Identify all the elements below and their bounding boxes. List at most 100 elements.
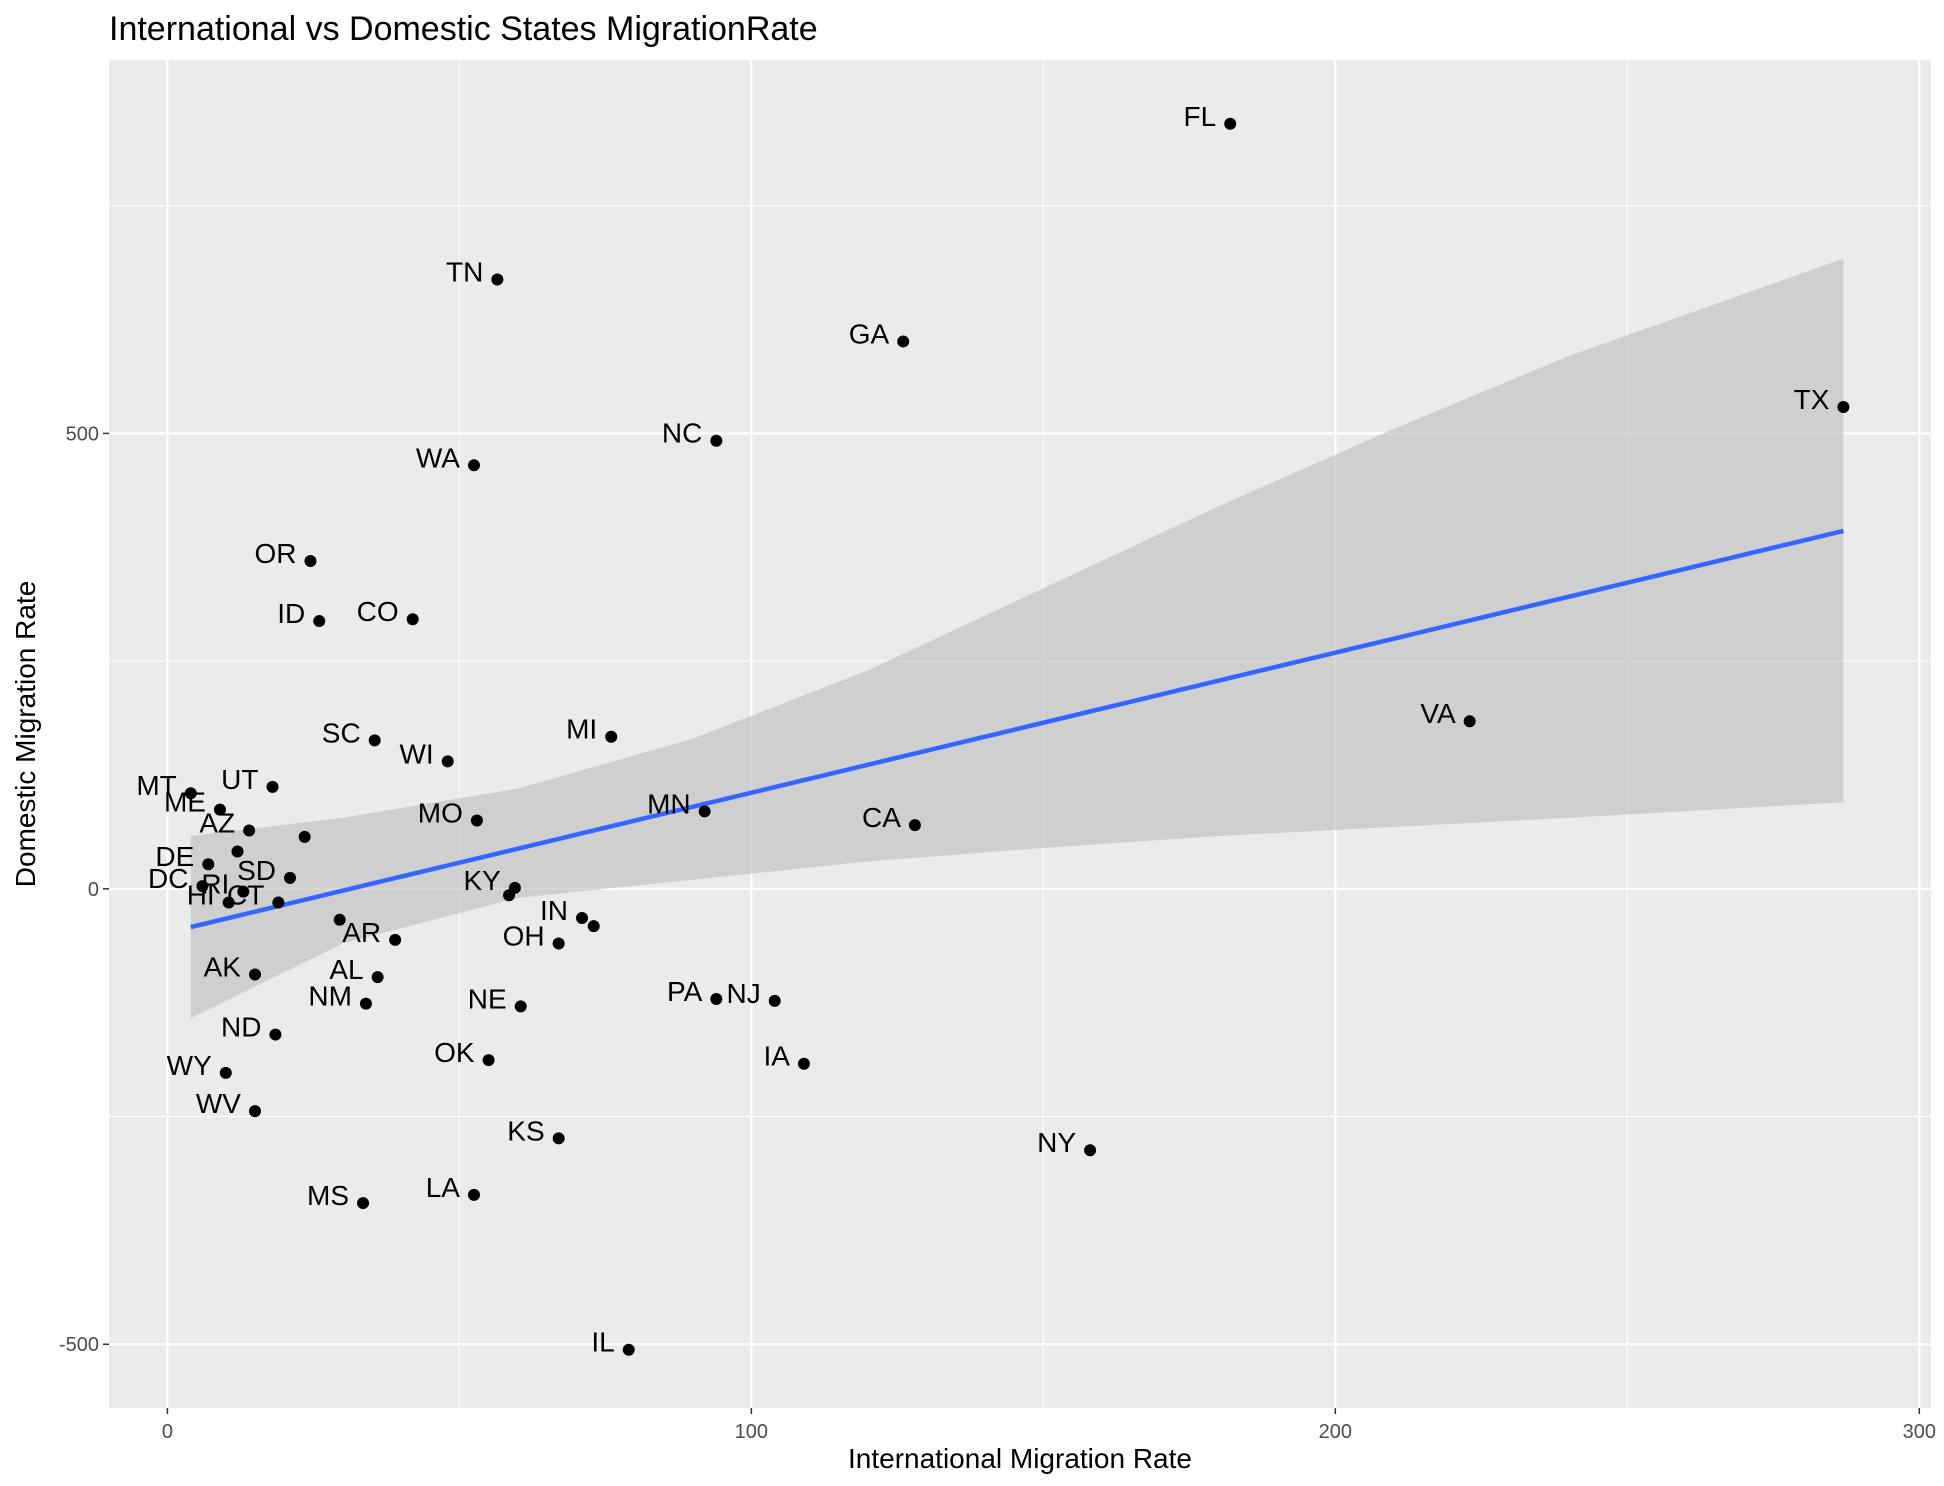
data-point bbox=[313, 615, 326, 628]
trend-line-layer bbox=[190, 528, 1844, 930]
data-point bbox=[605, 730, 618, 743]
point-label: LA bbox=[426, 1172, 461, 1203]
point-label: OH bbox=[503, 920, 545, 951]
data-point bbox=[552, 1132, 565, 1145]
point-label: MS bbox=[307, 1180, 349, 1211]
y-tick-label: 0 bbox=[88, 879, 99, 901]
data-point bbox=[710, 993, 723, 1006]
point-label: SC bbox=[322, 717, 361, 748]
point-label: MO bbox=[418, 798, 463, 829]
x-tick-label: 100 bbox=[735, 1421, 768, 1443]
point-label: MN bbox=[647, 788, 691, 819]
point-label: NC bbox=[662, 418, 702, 449]
data-point bbox=[237, 885, 250, 898]
data-point bbox=[298, 830, 311, 843]
data-point bbox=[222, 896, 235, 909]
data-point bbox=[272, 896, 285, 909]
data-point bbox=[304, 554, 317, 567]
point-label: SD bbox=[237, 855, 276, 886]
point-label: ND bbox=[221, 1012, 261, 1043]
y-tick-label: 500 bbox=[66, 423, 99, 445]
point-label: AK bbox=[204, 951, 242, 982]
data-point bbox=[491, 273, 504, 286]
data-point bbox=[213, 803, 226, 816]
point-labels-layer: FL TN GA TX NC WA OR ID CO VA MI SC WI MT UT MN ME MO CA AZ… bbox=[136, 101, 1829, 1358]
point-label: AR bbox=[342, 917, 381, 948]
data-point bbox=[1837, 401, 1850, 414]
data-point bbox=[248, 1105, 261, 1118]
data-point bbox=[897, 335, 910, 348]
point-label: KS bbox=[507, 1115, 544, 1146]
data-point bbox=[1084, 1144, 1097, 1157]
point-label: DE bbox=[155, 841, 194, 872]
data-point bbox=[503, 889, 516, 902]
point-label: NJ bbox=[726, 978, 760, 1009]
point-label: IL bbox=[591, 1327, 614, 1358]
data-point bbox=[406, 613, 419, 626]
point-label: OK bbox=[434, 1037, 475, 1068]
x-axis-title: International Migration Rate bbox=[848, 1443, 1192, 1474]
point-label: GA bbox=[849, 318, 890, 349]
point-label: IN bbox=[540, 895, 568, 926]
data-point bbox=[196, 880, 209, 893]
data-point bbox=[482, 1054, 495, 1067]
point-label: MT bbox=[136, 770, 176, 801]
point-label: CA bbox=[862, 802, 901, 833]
data-point bbox=[231, 845, 244, 858]
data-point bbox=[1224, 117, 1237, 130]
data-point bbox=[908, 819, 921, 832]
point-label: TX bbox=[1794, 384, 1830, 415]
y-axis: -500 0 500 bbox=[59, 423, 109, 1356]
point-label: PA bbox=[667, 976, 703, 1007]
point-label: NM bbox=[308, 981, 352, 1012]
point-label: HI bbox=[187, 880, 215, 911]
x-tick-label: 200 bbox=[1319, 1421, 1352, 1443]
point-label: IA bbox=[763, 1041, 790, 1072]
data-point bbox=[514, 1000, 527, 1013]
y-axis-title: Domestic Migration Rate bbox=[10, 581, 41, 888]
y-tick-label: -500 bbox=[59, 1334, 99, 1356]
data-point bbox=[243, 824, 256, 837]
data-point bbox=[266, 780, 279, 793]
point-label: OR bbox=[254, 538, 296, 569]
point-label: NE bbox=[468, 983, 507, 1014]
point-label: KY bbox=[464, 865, 502, 896]
data-point bbox=[470, 814, 483, 827]
trend-line bbox=[190, 528, 1844, 930]
point-label: ID bbox=[277, 598, 305, 629]
point-label: AZ bbox=[199, 808, 235, 839]
data-point bbox=[202, 858, 215, 871]
major-gridlines bbox=[109, 60, 1931, 1408]
point-label: WI bbox=[399, 738, 433, 769]
data-point bbox=[389, 933, 402, 946]
data-point bbox=[371, 971, 384, 984]
data-point bbox=[219, 1066, 232, 1079]
data-point bbox=[587, 920, 600, 933]
data-point bbox=[184, 787, 197, 800]
data-point bbox=[441, 755, 454, 768]
point-label: AL bbox=[329, 954, 363, 985]
x-axis: 0 100 200 300 bbox=[162, 1408, 1936, 1443]
data-point bbox=[576, 911, 589, 924]
data-point bbox=[467, 459, 480, 472]
point-label: RI bbox=[201, 869, 229, 900]
x-tick-label: 0 bbox=[162, 1421, 173, 1443]
point-label: CO bbox=[357, 596, 399, 627]
data-point bbox=[552, 937, 565, 950]
x-tick-label: 300 bbox=[1903, 1421, 1936, 1443]
chart-title: International vs Domestic States Migrati… bbox=[109, 10, 818, 48]
data-point bbox=[269, 1028, 282, 1041]
point-label: MI bbox=[566, 714, 597, 745]
data-point bbox=[1463, 715, 1476, 728]
point-label: UT bbox=[221, 764, 258, 795]
point-label: WV bbox=[196, 1088, 241, 1119]
points-layer bbox=[184, 117, 1850, 1356]
data-point bbox=[698, 805, 711, 818]
point-label: CT bbox=[227, 880, 264, 911]
point-label: VA bbox=[1420, 698, 1456, 729]
data-point bbox=[359, 997, 372, 1010]
data-point bbox=[248, 968, 261, 981]
point-label: NY bbox=[1037, 1127, 1076, 1158]
point-label: ME bbox=[164, 787, 206, 818]
